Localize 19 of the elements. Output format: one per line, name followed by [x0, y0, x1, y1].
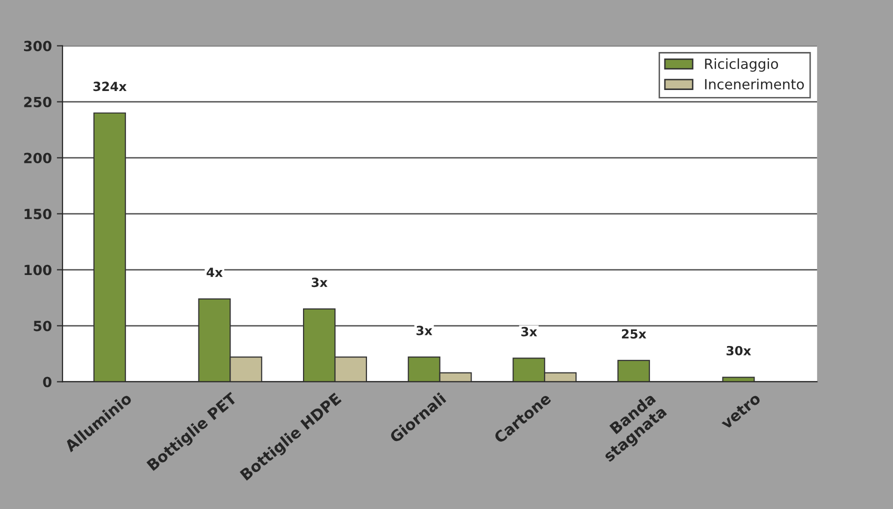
bar: [93, 112, 126, 382]
legend-label: Riciclaggio: [705, 58, 778, 72]
y-tick-label: 100: [24, 264, 52, 276]
annotation: 30x: [726, 346, 752, 356]
y-tick-label: 0: [43, 376, 52, 388]
annotation: 3x: [416, 326, 432, 336]
annotation: 3x: [521, 326, 538, 336]
annotation: 3x: [312, 278, 328, 288]
annotation: 4x: [206, 268, 223, 277]
bar: [617, 360, 650, 382]
legend-label: Incenerimento: [705, 78, 804, 90]
annotation: 324x: [93, 82, 127, 92]
y-tick-label: 150: [24, 208, 52, 220]
y-tick-label: 50: [34, 320, 52, 332]
y-tick-label: 300: [24, 40, 52, 52]
bar: [722, 376, 755, 382]
y-tick-label: 200: [24, 152, 52, 164]
annotation: 25x: [622, 329, 646, 339]
y-tick-label: 250: [24, 96, 52, 108]
